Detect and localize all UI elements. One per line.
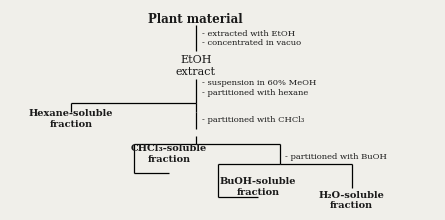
Text: Plant material: Plant material: [149, 13, 243, 26]
Text: - extracted with EtOH
- concentrated in vacuo: - extracted with EtOH - concentrated in …: [202, 30, 302, 47]
Text: CHCl₃-soluble
fraction: CHCl₃-soluble fraction: [131, 144, 207, 164]
Text: - partitioned with CHCl₃: - partitioned with CHCl₃: [202, 116, 305, 124]
Text: - partitioned with BuOH: - partitioned with BuOH: [285, 153, 387, 161]
Text: EtOH
extract: EtOH extract: [176, 55, 216, 77]
Text: BuOH-soluble
fraction: BuOH-soluble fraction: [220, 177, 296, 197]
Text: - suspension in 60% MeOH
- partitioned with hexane: - suspension in 60% MeOH - partitioned w…: [202, 79, 317, 97]
Text: Hexane-soluble
fraction: Hexane-soluble fraction: [29, 109, 113, 128]
Text: H₂O-soluble
fraction: H₂O-soluble fraction: [319, 191, 384, 210]
